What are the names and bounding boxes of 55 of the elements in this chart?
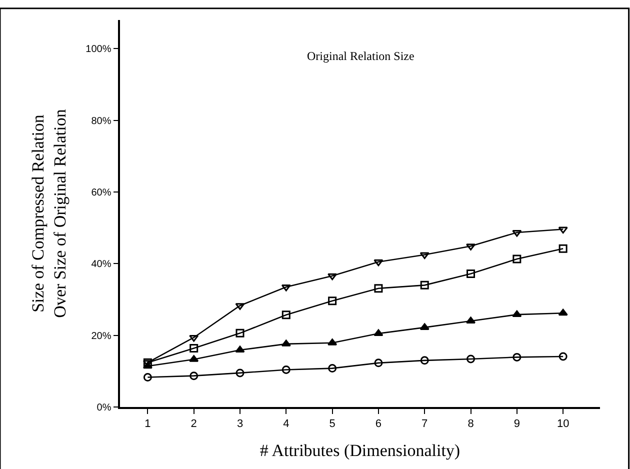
x-axis-title: # Attributes (Dimensionality) [260,440,460,460]
x-tick-label: 8 [468,418,474,430]
point [558,226,568,234]
point [235,303,245,310]
point [558,352,568,361]
x-tick-label: 5 [329,418,336,430]
annotation: Original Relation Size [307,49,414,63]
x-tick-label: 1 [144,418,151,430]
point [236,368,244,378]
point [374,259,384,266]
y-tick-label: 60% [91,188,112,198]
point [420,280,429,290]
point [281,340,291,346]
point [374,284,383,293]
point [282,365,290,374]
y-tick-label: 100% [86,44,112,56]
point [282,310,290,320]
point [189,334,199,342]
x-tick-label: 3 [236,418,244,430]
y-tick-label: 0% [96,402,112,414]
point [558,308,568,316]
y-tick-label: 40% [91,259,112,270]
x-tick-label: 10 [556,418,570,430]
point [374,358,383,368]
point [328,296,337,306]
point [558,244,568,253]
point [328,338,338,346]
x-tick-label: 6 [375,418,382,430]
point [420,356,429,365]
x-tick-label: 4 [283,418,290,430]
y-axis-title: Size of Compressed Relation Over Size of Original Relation [28,108,70,318]
point [236,328,244,338]
x-tick-label: 7 [422,418,428,430]
point [420,323,430,330]
point [235,346,245,353]
point [512,310,522,318]
point [189,355,199,362]
point [143,373,152,382]
point [328,364,337,373]
point [328,273,338,280]
point [190,372,198,380]
point [466,269,476,278]
point [420,252,430,259]
point [374,329,384,336]
x-tick-label: 2 [190,418,197,430]
point [143,358,152,367]
y-tick-label: 20% [91,330,112,342]
point [512,230,522,237]
point [512,352,522,362]
point [466,354,476,364]
y-tick-label: 80% [91,116,112,127]
x-tick-label: 9 [514,418,520,430]
point [281,284,291,292]
point [512,254,522,264]
point [190,344,198,352]
